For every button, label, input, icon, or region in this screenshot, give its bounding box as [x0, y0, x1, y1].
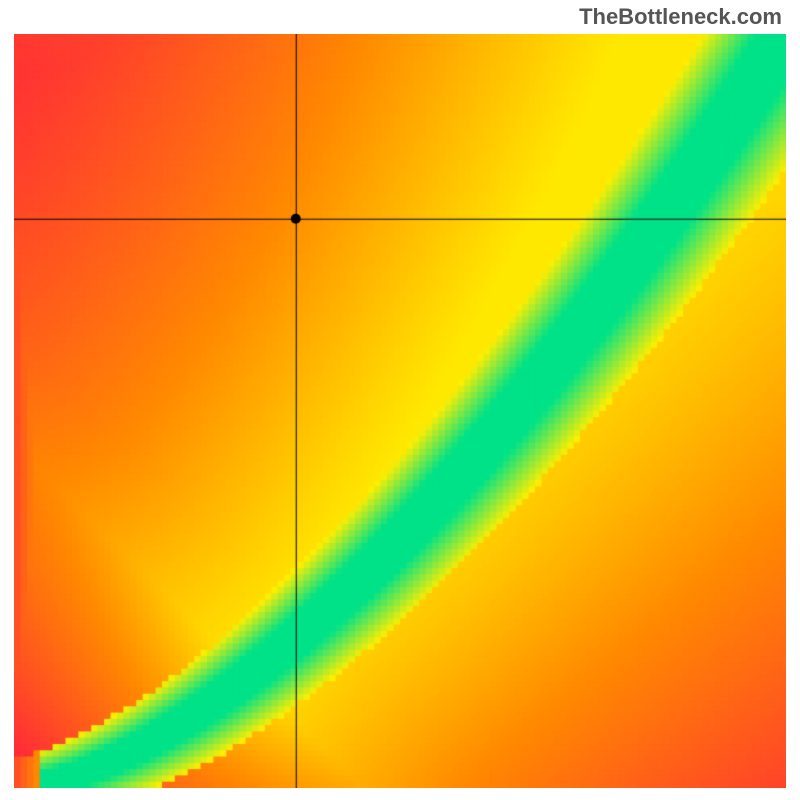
watermark-text: TheBottleneck.com [579, 4, 782, 30]
heatmap-canvas [14, 34, 786, 788]
bottleneck-chart-container: TheBottleneck.com [0, 0, 800, 800]
heatmap-plot-area [14, 34, 786, 788]
